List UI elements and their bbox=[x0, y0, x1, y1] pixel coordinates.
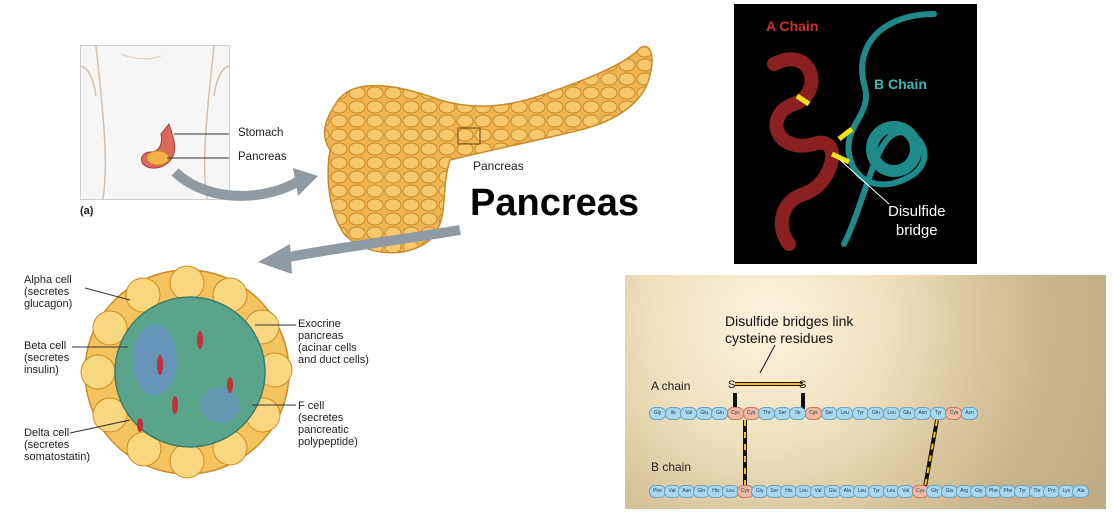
f-cell-label: F cell (secretes pancreatic polypeptide) bbox=[298, 400, 358, 448]
residue: Leu bbox=[883, 407, 900, 420]
sequence-caption: Disulfide bridges link cysteine residues bbox=[725, 313, 854, 346]
residue: Tyr bbox=[851, 407, 869, 420]
residue: Cys bbox=[945, 407, 963, 420]
arrow-to-islet bbox=[283, 225, 461, 263]
residue: Cys bbox=[742, 407, 760, 420]
residue: Leu bbox=[836, 407, 854, 420]
a-chain-label: A Chain bbox=[766, 18, 819, 34]
residue: Glu bbox=[898, 407, 916, 420]
disulfide-bonds bbox=[733, 344, 939, 488]
insulin-3d-illustration bbox=[767, 11, 937, 251]
pancreas-label: Pancreas bbox=[238, 151, 287, 163]
a-chain-ribbon bbox=[767, 52, 839, 251]
islet-leader-lines bbox=[69, 287, 296, 434]
insulin-sequence-panel: Disulfide bridges link cysteine residues … bbox=[625, 275, 1106, 509]
residue: Ser bbox=[820, 407, 838, 420]
residue: Asn bbox=[914, 407, 932, 420]
body-outline-illustration bbox=[81, 46, 229, 199]
alpha-cell-label: Alpha cell (secretes glucagon) bbox=[24, 274, 73, 310]
exocrine-label: Exocrine pancreas (acinar cells and duct ce… bbox=[298, 318, 369, 366]
residue: Cys bbox=[727, 407, 744, 420]
b-chain-residues: Phe Val Asn Gln His Leu Cys Gly Ser His Leu Val Glu A… bbox=[649, 485, 1106, 499]
residue: Gln bbox=[711, 407, 729, 420]
residue: Gln bbox=[692, 485, 710, 498]
residue: Val bbox=[680, 407, 698, 420]
beta-cell-label: Beta cell (secretes insulin) bbox=[24, 340, 70, 376]
zoom-box bbox=[457, 127, 481, 145]
residue: Ile bbox=[664, 407, 682, 420]
residue: Cys bbox=[805, 407, 822, 420]
residue: Thr bbox=[758, 407, 776, 420]
pancreas-illustration bbox=[171, 45, 653, 274]
residue: Gly bbox=[649, 407, 666, 420]
body-diagram-panel bbox=[80, 45, 230, 200]
sulfur-label: S bbox=[728, 379, 736, 391]
insulin-structure-panel: A Chain B Chain Disulfide bridge bbox=[734, 4, 977, 264]
disulfide-bridge-label: Disulfide bridge bbox=[888, 203, 946, 239]
residue: Asn bbox=[961, 407, 978, 420]
residue: Ala bbox=[1072, 485, 1090, 498]
residue: Val bbox=[663, 485, 681, 498]
residue: Gly bbox=[751, 485, 769, 498]
b-chain-ribbon bbox=[841, 11, 937, 247]
a-chain-seq-label: A chain bbox=[651, 379, 691, 393]
sulfur-label: S bbox=[799, 379, 807, 391]
pancreas-zoom-label: Pancreas bbox=[473, 159, 524, 173]
pancreas-organ bbox=[323, 45, 653, 254]
b-chain-label: B Chain bbox=[874, 76, 927, 92]
a-chain-residues: Gly Ile Val Glu Gln Cys Cys Thr Ser Ile Cys Ser Leu T… bbox=[649, 407, 1106, 421]
arrow-to-pancreas bbox=[171, 168, 303, 201]
b-chain-seq-label: B chain bbox=[651, 460, 692, 474]
residue: Ile bbox=[789, 407, 807, 420]
residue: Ser bbox=[773, 407, 791, 420]
residue: Pro bbox=[1043, 485, 1061, 498]
stomach-label: Stomach bbox=[238, 127, 284, 139]
residue: Tyr bbox=[929, 407, 947, 420]
pancreas-title: Pancreas bbox=[470, 182, 640, 224]
panel-tag-a: (a) bbox=[80, 205, 94, 217]
delta-cell-label: Delta cell (secretes somatostatin) bbox=[24, 427, 91, 463]
residue: Gln bbox=[867, 407, 885, 420]
islet-illustration bbox=[80, 265, 293, 479]
residue: Glu bbox=[695, 407, 713, 420]
residue: Leu bbox=[882, 485, 900, 498]
residue: Gly bbox=[970, 485, 988, 498]
residue: Cys bbox=[736, 485, 754, 498]
